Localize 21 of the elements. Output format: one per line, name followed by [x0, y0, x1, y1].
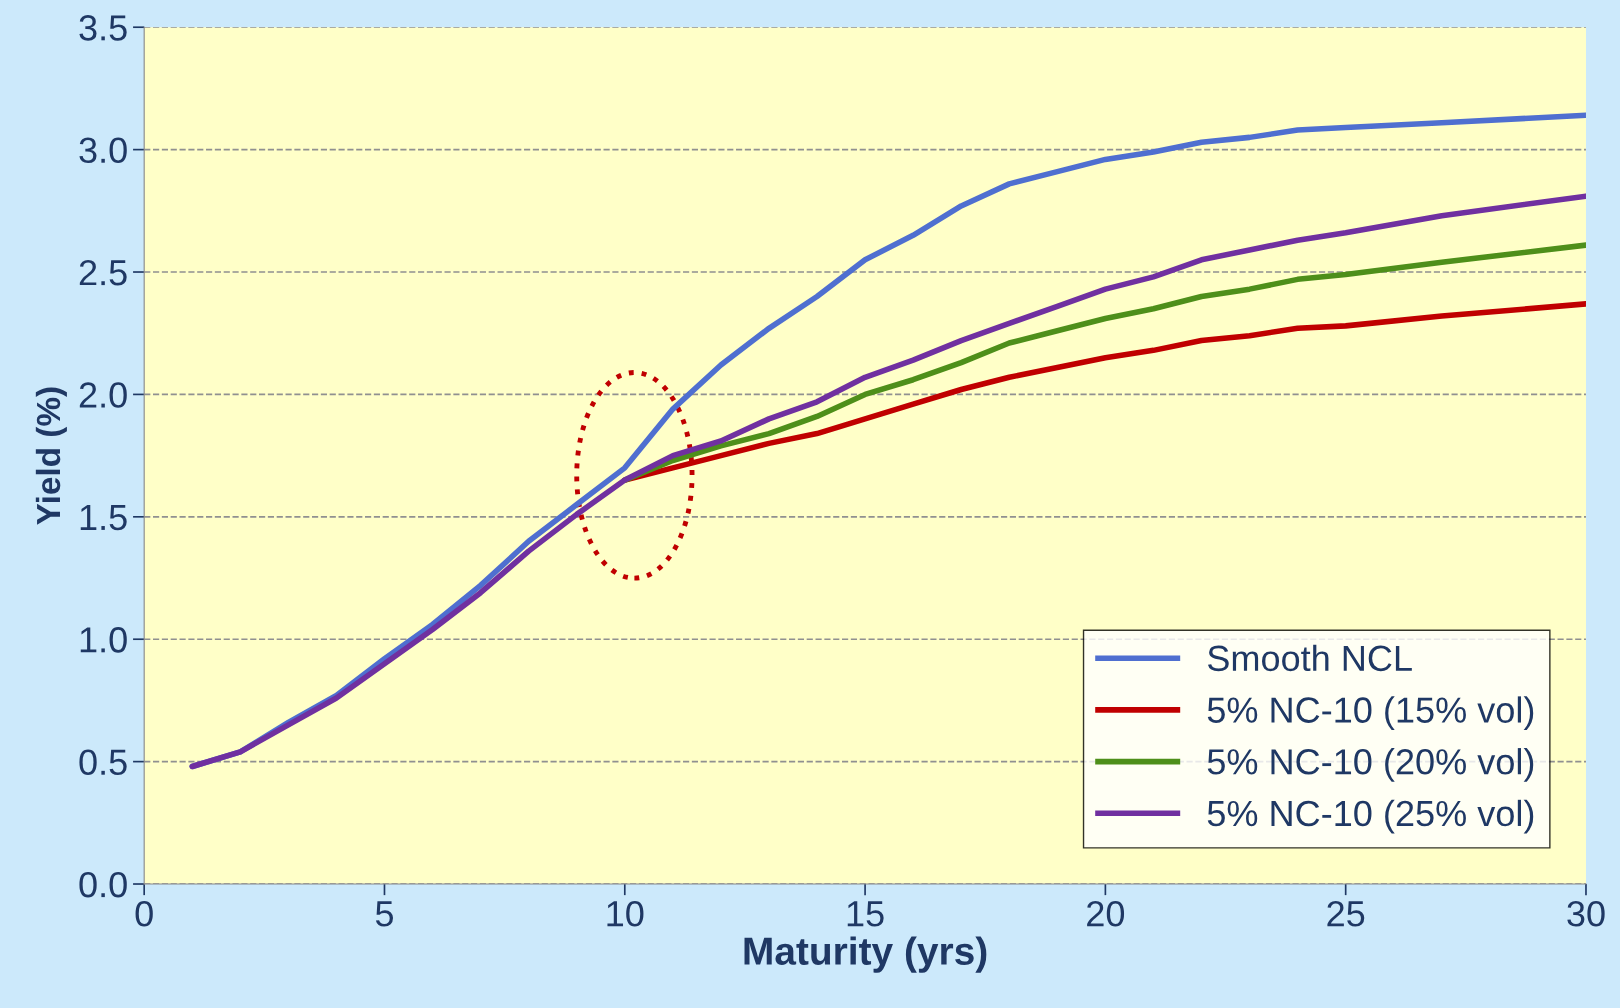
y-tick-label: 0.0 — [79, 871, 127, 898]
legend-label: 5% NC-10 (20% vol) — [1207, 748, 1534, 782]
legend-label: 5% NC-10 (15% vol) — [1207, 696, 1534, 731]
y-tick-label: 3.5 — [79, 15, 127, 41]
legend-label: 5% NC-10 (25% vol) — [1207, 799, 1534, 834]
x-tick-label: 30 — [1567, 900, 1605, 927]
y-axis-title: Yield (%) — [35, 387, 67, 525]
y-tick-label: 2.0 — [79, 382, 127, 408]
y-tick-label: 1.0 — [80, 627, 127, 653]
y-tick-label: 0.5 — [79, 749, 127, 776]
x-tick-label: 10 — [607, 900, 644, 927]
x-tick-label: 20 — [1087, 900, 1125, 927]
x-tick-label: 5 — [375, 901, 394, 927]
x-tick-label: 0 — [135, 900, 153, 927]
x-tick-label: 25 — [1327, 900, 1365, 927]
x-axis-title: Maturity (yrs) — [744, 936, 987, 973]
y-tick-label: 3.0 — [79, 137, 127, 164]
y-tick-label: 1.5 — [80, 505, 127, 531]
y-tick-label: 2.5 — [79, 259, 127, 286]
x-tick-label: 15 — [847, 901, 884, 927]
legend-label: Smooth NCL — [1207, 644, 1412, 672]
